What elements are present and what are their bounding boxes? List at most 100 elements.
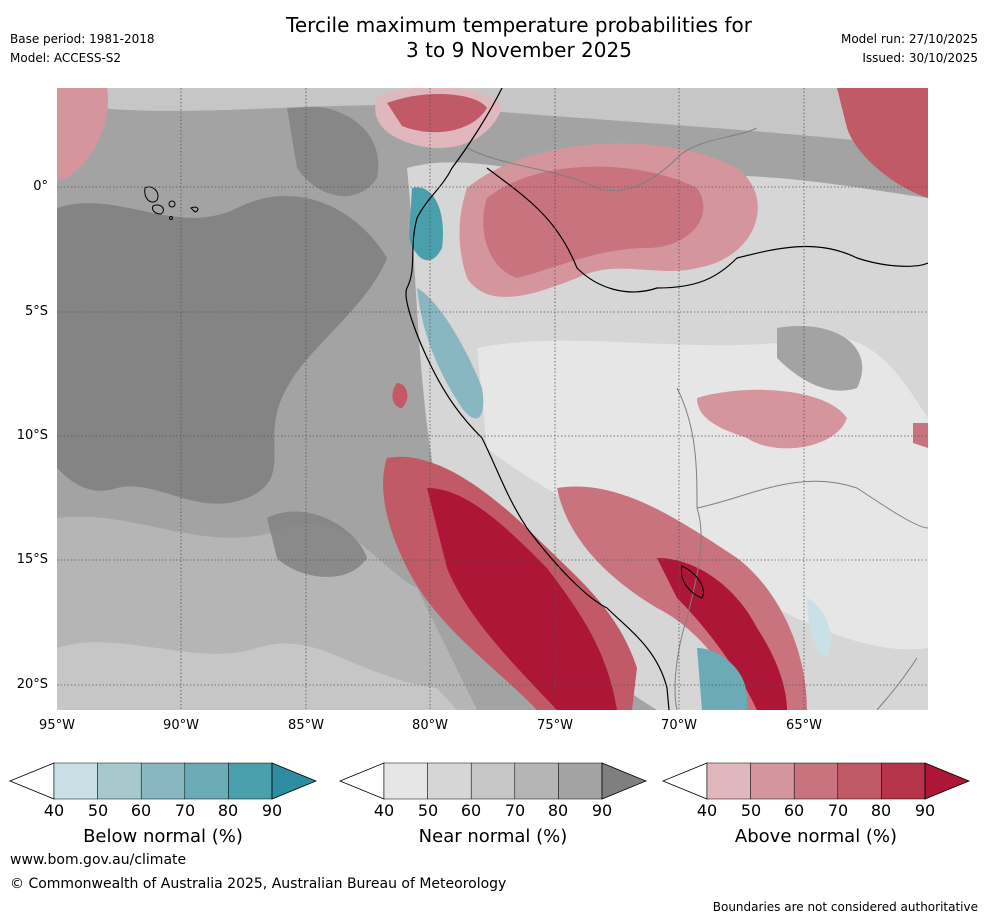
- below-normal-region: [697, 648, 747, 710]
- legend-above-normal: [661, 761, 971, 801]
- legend-tick: 40: [696, 801, 718, 820]
- legend-tick: 90: [591, 801, 613, 820]
- legend-tick: 90: [261, 801, 283, 820]
- legend-tick: 40: [373, 801, 395, 820]
- legend-near-normal: [338, 761, 648, 801]
- base-period: Base period: 1981-2018: [10, 32, 155, 46]
- lat-label-0: 0°: [33, 179, 48, 194]
- near-normal-high-region: [777, 326, 863, 391]
- title-line-1: Tercile maximum temperature probabilitie…: [286, 13, 752, 37]
- legend-swatch: [706, 762, 751, 800]
- legend-tick: 60: [130, 801, 152, 820]
- near-normal-high-region: [287, 106, 379, 197]
- country-border: [876, 657, 918, 710]
- legend-below-ticks: 40 50 60 70 80 90: [8, 801, 318, 821]
- above-normal-region: [483, 166, 704, 278]
- legend-near-colorbar: [338, 762, 648, 800]
- issued-date: Issued: 30/10/2025: [862, 51, 978, 65]
- legend-tick: 70: [827, 801, 849, 820]
- legend-swatch: [514, 762, 559, 800]
- disclaimer: Boundaries are not considered authoritat…: [712, 900, 978, 914]
- legend-tick: 80: [547, 801, 569, 820]
- legend-swatch: [881, 762, 926, 800]
- above-normal-region: [57, 88, 108, 180]
- near-normal-high-region: [57, 196, 387, 504]
- legend-min-arrow: [8, 762, 55, 800]
- legend-tick: 90: [914, 801, 936, 820]
- above-normal-region: [913, 423, 928, 448]
- below-normal-region: [417, 288, 484, 419]
- near-normal-region: [97, 88, 928, 148]
- legend-above-ticks: 40 50 60 70 80 90: [661, 801, 971, 821]
- graticule: [57, 88, 928, 710]
- legend-swatch: [470, 762, 516, 800]
- legend-max-arrow: [271, 762, 318, 800]
- legend-tick: 50: [87, 801, 109, 820]
- lat-label-10s: 10°S: [16, 428, 48, 443]
- legend-swatch: [97, 762, 142, 800]
- country-border: [696, 480, 928, 529]
- legend-swatch: [383, 762, 428, 800]
- page-title: Tercile maximum temperature probabilitie…: [219, 13, 819, 63]
- galapagos-islands: [144, 186, 199, 220]
- legend-below-normal: [8, 761, 318, 801]
- legend-above-title: Above normal (%): [734, 826, 898, 847]
- model-run: Model run: 27/10/2025: [840, 32, 978, 46]
- near-normal-region: [57, 642, 457, 710]
- legend-max-arrow: [924, 762, 971, 800]
- map-svg: [57, 88, 928, 710]
- lon-label-70w: 70°W: [661, 718, 697, 733]
- above-normal-region: [427, 488, 617, 710]
- legend-swatch: [793, 762, 839, 800]
- legend-below-title: Below normal (%): [83, 826, 243, 847]
- above-normal-region: [697, 389, 847, 449]
- legend-tick: 80: [217, 801, 239, 820]
- lake-titicaca: [680, 565, 704, 599]
- lon-label-80w: 80°W: [412, 718, 448, 733]
- website-link[interactable]: www.bom.gov.au/climate: [10, 852, 187, 868]
- legend-above-colorbar: [661, 762, 971, 800]
- legend-max-arrow: [601, 762, 648, 800]
- legend-tick: 50: [417, 801, 439, 820]
- lon-label-85w: 85°W: [288, 718, 324, 733]
- below-normal-region: [807, 598, 831, 658]
- legend-below-colorbar: [8, 762, 318, 800]
- legend-swatch: [750, 762, 795, 800]
- above-normal-region: [657, 558, 787, 710]
- legend-swatch: [558, 762, 603, 800]
- legend-near-title: Near normal (%): [418, 826, 568, 847]
- legend-min-arrow: [338, 762, 385, 800]
- legend-swatch: [837, 762, 882, 800]
- legend-near-ticks: 40 50 60 70 80 90: [338, 801, 648, 821]
- country-border: [674, 387, 702, 710]
- country-border: [466, 127, 758, 192]
- legend-tick: 60: [783, 801, 805, 820]
- lon-label-65w: 65°W: [786, 718, 822, 733]
- legend-swatch: [184, 762, 229, 800]
- near-normal-high-region: [267, 511, 367, 577]
- copyright: © Commonwealth of Australia 2025, Austra…: [10, 876, 507, 892]
- above-normal-region: [387, 93, 487, 133]
- legend-tick: 60: [460, 801, 482, 820]
- legend-swatch: [140, 762, 186, 800]
- lat-label-20s: 20°S: [16, 677, 48, 692]
- amazon-river: [486, 167, 928, 293]
- below-normal-region: [409, 187, 443, 261]
- above-normal-region: [392, 383, 408, 408]
- lat-label-5s: 5°S: [24, 304, 48, 319]
- legend-tick: 50: [740, 801, 762, 820]
- model-name: Model: ACCESS-S2: [10, 51, 122, 65]
- lat-label-15s: 15°S: [16, 552, 48, 567]
- title-line-2: 3 to 9 November 2025: [406, 38, 632, 62]
- coastline: [405, 88, 670, 710]
- legend-swatch: [53, 762, 98, 800]
- lon-label-75w: 75°W: [537, 718, 573, 733]
- legend-swatch: [427, 762, 472, 800]
- legend-min-arrow: [661, 762, 708, 800]
- probability-map: [57, 88, 928, 710]
- lon-label-90w: 90°W: [163, 718, 199, 733]
- legend-tick: 70: [174, 801, 196, 820]
- lon-label-95w: 95°W: [39, 718, 75, 733]
- legend-tick: 80: [870, 801, 892, 820]
- above-normal-region: [837, 88, 928, 198]
